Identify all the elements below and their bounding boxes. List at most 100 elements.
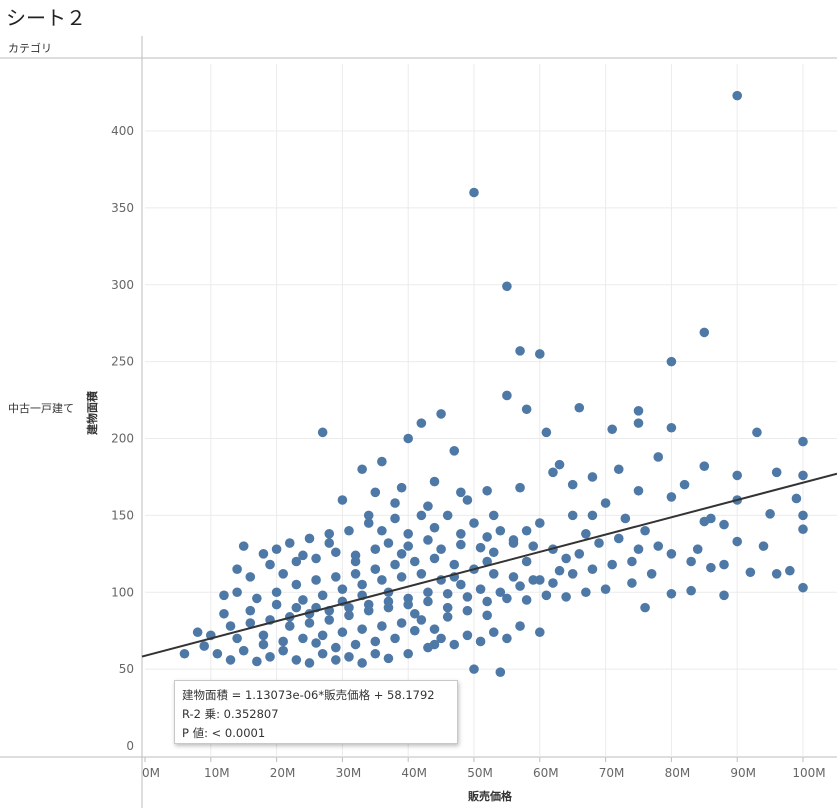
data-point[interactable] [278,645,288,656]
data-point[interactable] [633,406,644,416]
data-point[interactable] [271,599,282,610]
data-point[interactable] [331,642,341,653]
data-point[interactable] [403,433,414,444]
data-point[interactable] [462,630,473,641]
data-point[interactable] [521,525,532,536]
data-point[interactable] [219,590,229,601]
data-point[interactable] [449,639,460,650]
data-point[interactable] [488,569,499,579]
data-point[interactable] [732,536,742,547]
trend-line[interactable] [141,472,837,658]
data-point[interactable] [475,584,486,594]
data-point[interactable] [442,588,453,599]
data-point[interactable] [752,427,762,438]
data-point[interactable] [363,605,374,616]
data-point[interactable] [541,427,552,438]
data-point[interactable] [535,575,545,585]
data-point[interactable] [436,544,446,554]
data-point[interactable] [363,518,374,528]
data-point[interactable] [686,585,696,596]
data-point[interactable] [350,639,361,650]
data-point[interactable] [357,464,367,475]
data-point[interactable] [304,618,315,628]
data-point[interactable] [317,590,328,601]
row-label-category[interactable]: 中古一戸建て [8,402,74,415]
data-point[interactable] [429,553,440,564]
data-point[interactable] [745,567,756,578]
data-point[interactable] [403,599,414,610]
data-point[interactable] [554,565,565,576]
data-point[interactable] [390,633,400,644]
data-point[interactable] [357,658,367,668]
data-point[interactable] [456,539,466,550]
data-point[interactable] [666,588,677,599]
data-point[interactable] [238,645,249,656]
data-point[interactable] [732,470,742,481]
data-point[interactable] [798,524,808,535]
data-point[interactable] [706,513,716,524]
data-point[interactable] [495,667,506,677]
data-point[interactable] [370,636,381,647]
data-point[interactable] [442,602,453,613]
data-point[interactable] [785,565,795,576]
data-point[interactable] [666,422,677,433]
data-point[interactable] [482,596,492,607]
data-point[interactable] [528,575,539,585]
data-point[interactable] [416,569,427,579]
data-point[interactable] [502,390,512,401]
data-point[interactable] [265,652,275,662]
data-point[interactable] [666,492,677,502]
data-point[interactable] [620,513,631,524]
data-point[interactable] [429,522,440,533]
data-point[interactable] [416,615,427,625]
data-point[interactable] [423,501,433,511]
data-point[interactable] [350,569,361,579]
data-point[interactable] [396,618,407,628]
data-point[interactable] [429,624,440,634]
data-point[interactable] [771,467,782,478]
data-point[interactable] [488,627,499,638]
data-point[interactable] [508,535,519,545]
data-point[interactable] [699,327,710,338]
data-point[interactable] [278,569,288,579]
data-point[interactable] [429,476,440,487]
data-point[interactable] [640,602,650,613]
data-point[interactable] [423,535,433,545]
data-point[interactable] [495,525,506,536]
data-point[interactable] [502,593,512,604]
data-point[interactable] [252,593,262,604]
data-point[interactable] [423,587,433,598]
data-point[interactable] [758,541,769,551]
data-point[interactable] [337,495,348,505]
data-point[interactable] [541,590,552,601]
data-point[interactable] [548,578,558,588]
data-point[interactable] [633,418,644,428]
data-point[interactable] [515,581,525,591]
data-point[interactable] [482,556,492,567]
data-point[interactable] [238,541,249,551]
data-point[interactable] [265,559,275,570]
data-point[interactable] [337,584,348,594]
data-point[interactable] [521,556,532,567]
data-point[interactable] [436,633,446,644]
data-point[interactable] [232,587,242,598]
data-point[interactable] [488,547,499,558]
data-point[interactable] [357,579,367,590]
data-point[interactable] [403,648,414,659]
data-point[interactable] [515,346,525,356]
data-point[interactable] [192,627,203,638]
data-point[interactable] [377,456,387,467]
data-point[interactable] [423,596,433,607]
data-point[interactable] [442,612,453,622]
data-point[interactable] [561,592,571,602]
data-point[interactable] [245,618,256,628]
data-point[interactable] [456,579,466,590]
data-point[interactable] [225,621,236,631]
data-point[interactable] [232,633,242,644]
data-point[interactable] [561,553,571,564]
data-point[interactable] [284,538,295,548]
data-point[interactable] [199,641,210,651]
data-point[interactable] [706,562,716,573]
data-point[interactable] [607,559,617,570]
data-point[interactable] [396,549,407,559]
